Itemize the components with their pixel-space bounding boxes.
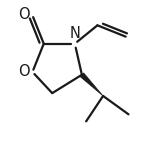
Polygon shape	[80, 73, 103, 96]
Text: O: O	[18, 64, 30, 79]
Text: N: N	[69, 26, 80, 41]
Text: O: O	[18, 6, 30, 21]
